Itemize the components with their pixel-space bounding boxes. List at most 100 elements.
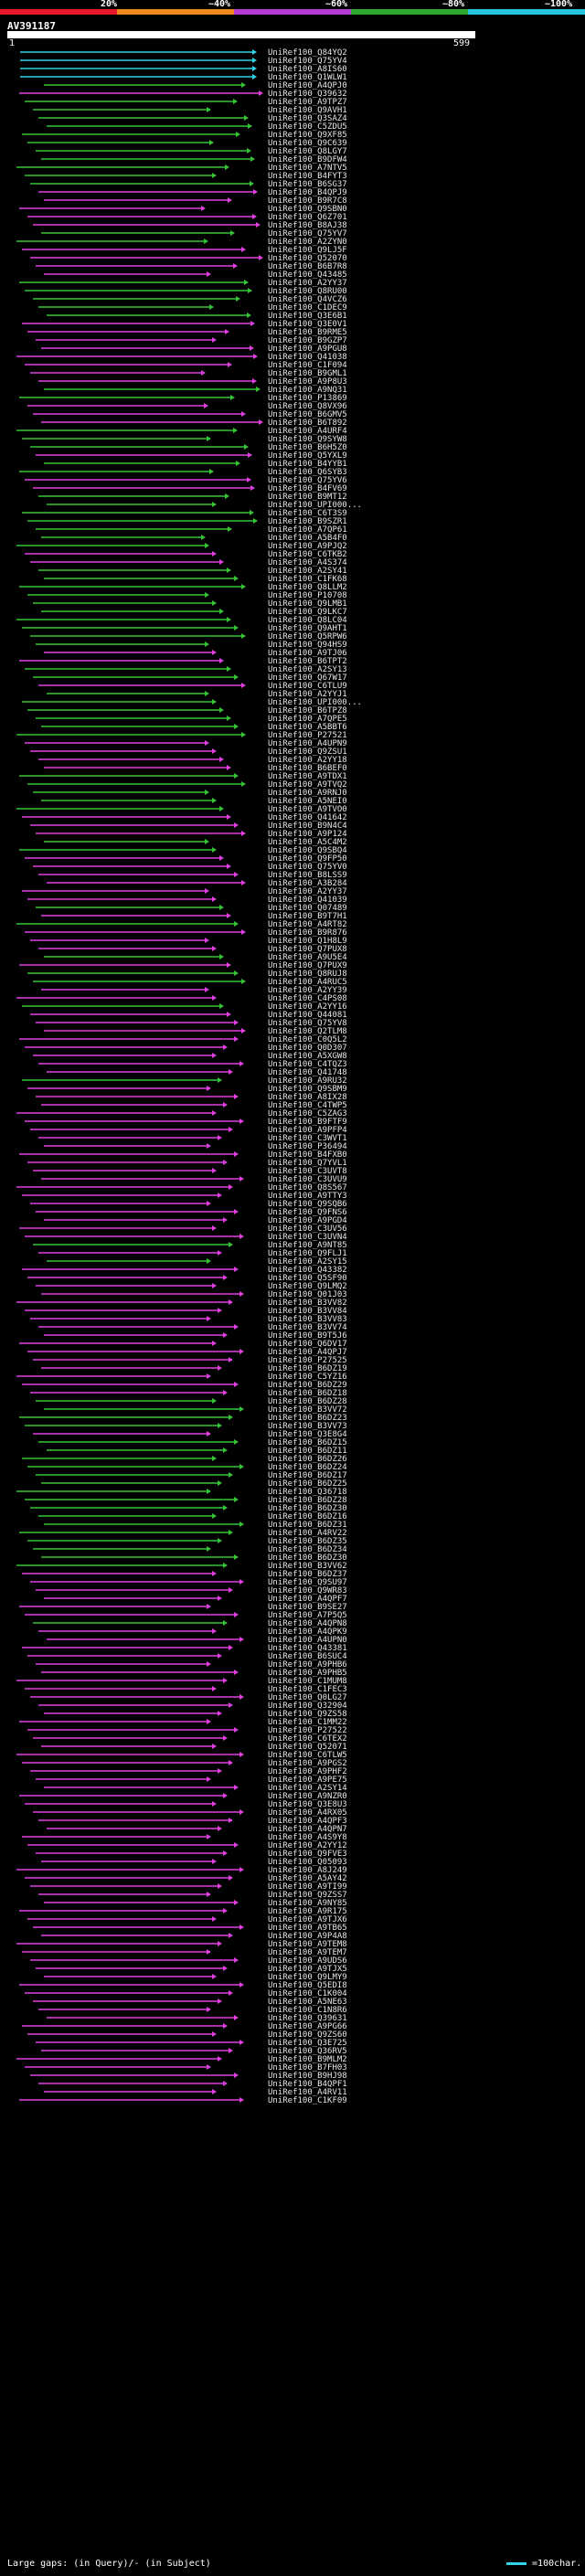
hit-accession[interactable]: UniRef100_A7QP61 [268, 525, 347, 535]
hit-row[interactable]: UniRef100_A9P4A8 [41, 1932, 347, 1941]
hit-accession[interactable]: UniRef100_Q07489 [268, 904, 347, 913]
hit-accession[interactable]: UniRef100_A9TDX1 [268, 772, 347, 781]
hit-accession[interactable]: UniRef100_Q75YV7 [268, 229, 347, 239]
hit-accession[interactable]: UniRef100_P10708 [268, 591, 347, 600]
hit-accession[interactable]: UniRef100_B3VV84 [268, 1307, 347, 1316]
hit-accession[interactable]: UniRef100_Q9LMQ2 [268, 1282, 347, 1291]
hit-row[interactable]: UniRef100_A4RT82 [16, 920, 347, 929]
hit-accession[interactable]: UniRef100_B3VV82 [268, 1299, 347, 1308]
hit-accession[interactable]: UniRef100_B6BEF0 [268, 764, 347, 773]
hit-row[interactable]: UniRef100_P13869 [19, 394, 347, 403]
hit-accession[interactable]: UniRef100_C3UVN4 [268, 1233, 347, 1242]
hit-row[interactable]: UniRef100_A9PHB6 [36, 1660, 347, 1670]
hit-row[interactable]: UniRef100_B9T7H1 [41, 912, 347, 921]
hit-row[interactable]: UniRef100_Q5SF90 [27, 1274, 347, 1283]
hit-row[interactable]: UniRef100_C1FEC3 [25, 1685, 347, 1694]
hit-row[interactable]: UniRef100_A9PGU8 [41, 345, 347, 354]
hit-accession[interactable]: UniRef100_B9GML1 [268, 369, 347, 378]
hit-row[interactable]: UniRef100_A4S9Y8 [22, 1833, 347, 1842]
hit-row[interactable]: UniRef100_B6DZ23 [19, 1414, 347, 1423]
hit-row[interactable]: UniRef100_Q9ZS58 [44, 1710, 347, 1719]
hit-accession[interactable]: UniRef100_Q1H8L9 [268, 937, 347, 946]
hit-accession[interactable]: UniRef100_B6T892 [268, 419, 347, 428]
hit-row[interactable]: UniRef100_A4RX05 [33, 1808, 347, 1818]
hit-row[interactable]: UniRef100_A4QPK9 [38, 1627, 347, 1637]
hit-row[interactable]: UniRef100_Q3E6B1 [47, 312, 347, 321]
hit-accession[interactable]: UniRef100_B4FXB0 [268, 1150, 347, 1160]
hit-row[interactable]: UniRef100_B9SE27 [19, 1603, 347, 1612]
hit-row[interactable]: UniRef100_A4QPN7 [47, 1825, 347, 1834]
hit-row[interactable]: UniRef100_Q9ZSU1 [30, 747, 347, 757]
hit-accession[interactable]: UniRef100_Q8VX96 [268, 402, 347, 411]
hit-row[interactable]: UniRef100_B8LSS9 [38, 871, 347, 880]
hit-row[interactable]: UniRef100_A7P5Q5 [25, 1611, 347, 1620]
hit-accession[interactable]: UniRef100_Q9SU97 [268, 1578, 347, 1587]
hit-row[interactable]: UniRef100_Q94HS9 [36, 641, 347, 650]
hit-row[interactable]: UniRef100_C1KF09 [19, 2096, 347, 2105]
hit-accession[interactable]: UniRef100_P27521 [268, 731, 347, 740]
hit-row[interactable]: UniRef100_B6DZ25 [41, 1479, 347, 1489]
hit-row[interactable]: UniRef100_C3UVN4 [25, 1233, 347, 1242]
hit-accession[interactable]: UniRef100_A4RT82 [268, 920, 347, 929]
hit-row[interactable]: UniRef100_A9NT85 [33, 1241, 347, 1250]
hit-accession[interactable]: UniRef100_C4TWP5 [268, 1101, 347, 1110]
hit-row[interactable]: UniRef100_Q5YXL9 [36, 451, 347, 461]
hit-row[interactable]: UniRef100_A9PJQ2 [16, 542, 347, 551]
hit-row[interactable]: UniRef100_B6H5Z0 [30, 443, 347, 452]
hit-row[interactable]: UniRef100_Q41038 [16, 353, 347, 362]
hit-row[interactable]: UniRef100_C1N8R6 [38, 2006, 347, 2015]
hit-accession[interactable]: UniRef100_A9PGS2 [268, 1759, 347, 1768]
hit-row[interactable]: UniRef100_A9TDX1 [19, 772, 347, 781]
hit-row[interactable]: UniRef100_B9GML1 [30, 369, 347, 378]
hit-row[interactable]: UniRef100_A9TVO0 [16, 805, 347, 814]
hit-accession[interactable]: UniRef100_B9GZP7 [268, 336, 347, 345]
hit-row[interactable]: UniRef100_Q9FP50 [25, 854, 347, 864]
hit-row[interactable]: UniRef100_P27525 [33, 1356, 347, 1365]
hit-accession[interactable]: UniRef100_Q8LLM2 [268, 583, 347, 592]
hit-accession[interactable]: UniRef100_Q75YV8 [268, 1019, 347, 1028]
hit-row[interactable]: UniRef100_Q9FLJ1 [38, 1249, 347, 1258]
hit-accession[interactable]: UniRef100_Q6SYB3 [268, 468, 347, 477]
hit-accession[interactable]: UniRef100_C3UV56 [268, 1224, 347, 1234]
hit-accession[interactable]: UniRef100_Q9XF85 [268, 131, 347, 140]
hit-accession[interactable]: UniRef100_A2SY41 [268, 567, 347, 576]
hit-row[interactable]: UniRef100_B9N4C4 [30, 822, 347, 831]
hit-row[interactable]: UniRef100_A4RV22 [19, 1529, 347, 1538]
hit-row[interactable]: UniRef100_B9DFW4 [41, 155, 347, 164]
hit-accession[interactable]: UniRef100_C6TEX2 [268, 1734, 347, 1744]
hit-row[interactable]: UniRef100_C5YZ16 [16, 1373, 347, 1382]
hit-accession[interactable]: UniRef100_B6DZ17 [268, 1471, 347, 1480]
hit-accession[interactable]: UniRef100_A4UPN9 [268, 739, 347, 748]
hit-row[interactable]: UniRef100_Q9LJ5F [22, 246, 347, 255]
hit-accession[interactable]: UniRef100_A4QPF7 [268, 1595, 347, 1604]
hit-accession[interactable]: UniRef100_A9TJX5 [268, 1965, 347, 1974]
hit-row[interactable]: UniRef100_B6DZ24 [27, 1463, 347, 1472]
hit-accession[interactable]: UniRef100_A9PE75 [268, 1776, 347, 1785]
hit-row[interactable]: UniRef100_A4UPN9 [25, 739, 347, 748]
hit-accession[interactable]: UniRef100_A2YY39 [268, 986, 347, 995]
hit-accession[interactable]: UniRef100_A5NEI0 [268, 797, 347, 806]
hit-row[interactable]: UniRef100_A9NQ31 [44, 386, 347, 395]
hit-accession[interactable]: UniRef100_Q41642 [268, 813, 347, 822]
hit-row[interactable]: UniRef100_A5AY42 [25, 1874, 347, 1883]
hit-row[interactable]: UniRef100_Q0D307 [25, 1044, 347, 1053]
hit-row[interactable]: UniRef100_C3WVT1 [38, 1134, 347, 1143]
hit-accession[interactable]: UniRef100_A2SY14 [268, 1784, 347, 1793]
hit-accession[interactable]: UniRef100_Q3E725 [268, 2039, 347, 2048]
hit-accession[interactable]: UniRef100_Q9SYW8 [268, 435, 347, 444]
hit-accession[interactable]: UniRef100_Q39632 [268, 90, 347, 99]
hit-accession[interactable]: UniRef100_Q8RU00 [268, 287, 347, 296]
hit-row[interactable]: UniRef100_B9FTF9 [25, 1118, 347, 1127]
hit-row[interactable]: UniRef100_UPI000... [22, 698, 362, 707]
hit-accession[interactable]: UniRef100_A4QPF3 [268, 1817, 347, 1826]
hit-row[interactable]: UniRef100_Q3E725 [36, 2039, 347, 2048]
hit-row[interactable]: UniRef100_Q36718 [16, 1488, 347, 1497]
hit-row[interactable]: UniRef100_C3UVT8 [33, 1167, 347, 1176]
hit-accession[interactable]: UniRef100_A9P8U3 [268, 377, 347, 387]
hit-row[interactable]: UniRef100_A9TEM8 [16, 1940, 347, 1949]
hit-row[interactable]: UniRef100_A9TEM7 [22, 1948, 347, 1957]
hit-row[interactable]: UniRef100_B6DZ30 [30, 1504, 347, 1513]
hit-accession[interactable]: UniRef100_C5ZDU5 [268, 122, 347, 132]
hit-accession[interactable]: UniRef100_Q6Z701 [268, 213, 347, 222]
hit-accession[interactable]: UniRef100_Q3E8U3 [268, 1800, 347, 1809]
